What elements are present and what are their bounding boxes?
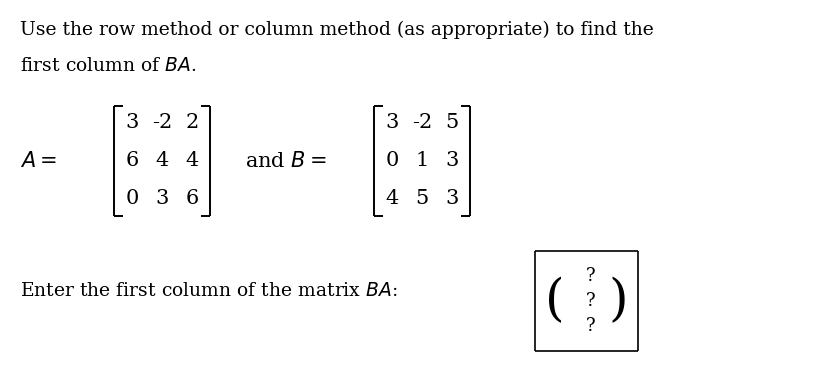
Text: 6: 6 bbox=[125, 152, 139, 171]
Text: -2: -2 bbox=[152, 113, 172, 133]
Text: 4: 4 bbox=[155, 152, 169, 171]
Text: 4: 4 bbox=[386, 190, 399, 208]
Text: 5: 5 bbox=[445, 113, 459, 133]
Text: Enter the first column of the matrix $BA$:: Enter the first column of the matrix $BA… bbox=[20, 282, 397, 300]
Text: 0: 0 bbox=[386, 152, 399, 171]
Text: 3: 3 bbox=[445, 152, 459, 171]
Text: 6: 6 bbox=[185, 190, 199, 208]
Text: 0: 0 bbox=[125, 190, 139, 208]
Text: 2: 2 bbox=[185, 113, 199, 133]
Text: 4: 4 bbox=[185, 152, 199, 171]
Text: ?: ? bbox=[586, 292, 595, 310]
Text: 3: 3 bbox=[445, 190, 459, 208]
Text: ): ) bbox=[608, 276, 627, 326]
Text: 3: 3 bbox=[386, 113, 399, 133]
Text: first column of $BA$.: first column of $BA$. bbox=[20, 57, 197, 75]
Text: and $B=$: and $B=$ bbox=[245, 151, 327, 171]
Text: (: ( bbox=[545, 276, 565, 326]
Text: Use the row method or column method (as appropriate) to find the: Use the row method or column method (as … bbox=[20, 21, 654, 39]
Text: 3: 3 bbox=[155, 190, 169, 208]
Text: 1: 1 bbox=[416, 152, 429, 171]
Text: 3: 3 bbox=[125, 113, 139, 133]
Text: 5: 5 bbox=[416, 190, 429, 208]
Text: -2: -2 bbox=[412, 113, 432, 133]
Text: ?: ? bbox=[586, 317, 595, 335]
Text: ?: ? bbox=[586, 267, 595, 285]
Text: $A=$: $A=$ bbox=[20, 151, 57, 171]
